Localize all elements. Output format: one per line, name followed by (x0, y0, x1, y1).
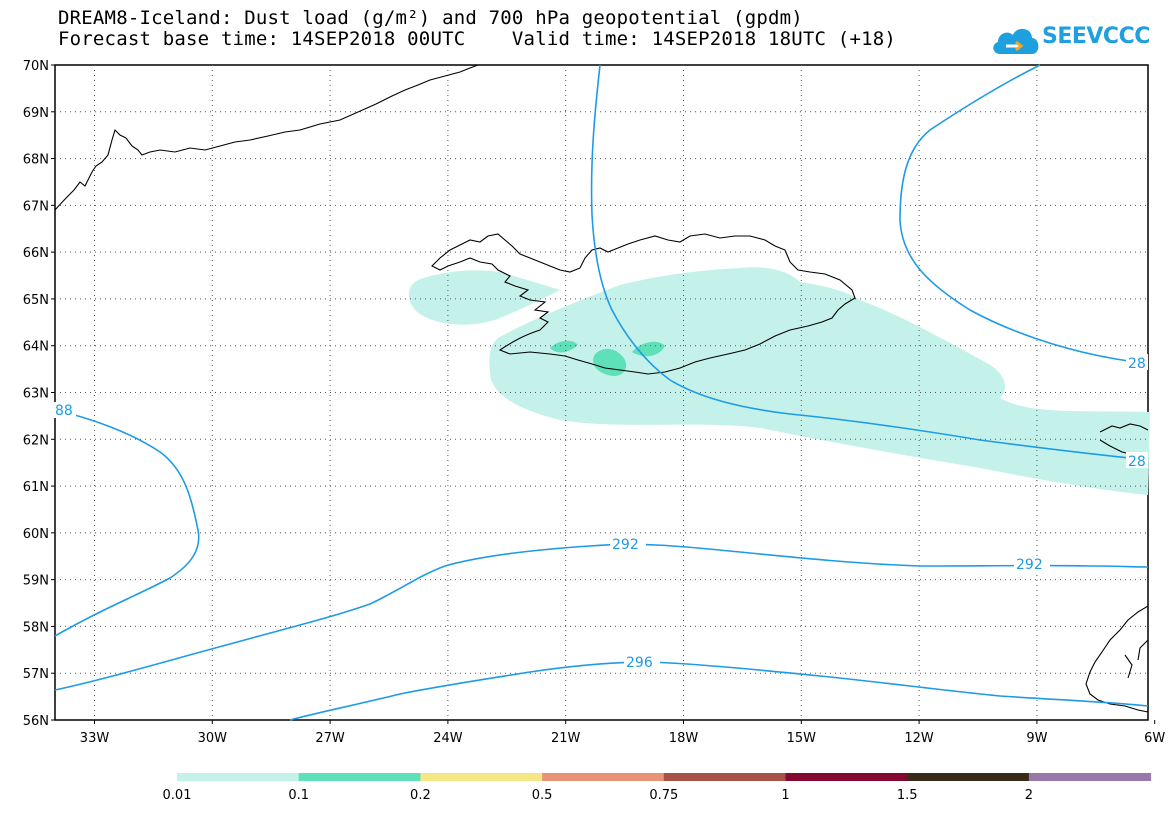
greenland-coast (54, 64, 479, 211)
lon-label-21W: 21W (551, 731, 581, 746)
dust-load-shading (408, 267, 1150, 495)
lat-label-62N: 62N (23, 433, 49, 448)
colorbar-swatch (907, 773, 1030, 781)
colorbar-label: 0.5 (532, 788, 553, 803)
colorbar: 0.01 0.1 0.2 0.5 0.75 1 1.5 2 (163, 773, 1152, 803)
lat-label-65N: 65N (23, 293, 49, 308)
colorbar-label: 1.5 (897, 788, 918, 803)
colorbar-label: 0.2 (410, 788, 431, 803)
lon-label-24W: 24W (433, 731, 463, 746)
contour-288-west (54, 409, 200, 637)
dust-patch-1 (550, 340, 578, 353)
lat-label-66N: 66N (23, 246, 49, 261)
lon-label-12W: 12W (904, 731, 934, 746)
contour-288-meridional (590, 64, 1149, 461)
forecast-times: Forecast base time: 14SEP2018 00UTC Vali… (58, 28, 897, 50)
lon-label-15W: 15W (787, 731, 817, 746)
colorbar-swatch (785, 773, 908, 781)
map-title: DREAM8-Iceland: Dust load (g/m²) and 700… (58, 7, 803, 29)
contour-labels: 88 28 28 292 292 296 (54, 354, 1148, 671)
cloud-icon (993, 28, 1039, 54)
colorbar-swatch (663, 773, 786, 781)
lat-label-58N: 58N (23, 620, 49, 635)
colorbar-swatch (420, 773, 543, 781)
contour-label-288-east: 28 (1128, 454, 1146, 470)
lat-label-60N: 60N (23, 527, 49, 542)
dust-area-main (489, 267, 1150, 495)
lat-label-61N: 61N (23, 480, 49, 495)
colorbar-label: 2 (1025, 788, 1033, 803)
lon-label-18W: 18W (669, 731, 699, 746)
lat-label-57N: 57N (23, 667, 49, 682)
colorbar-swatch (177, 773, 300, 781)
contour-296 (289, 661, 1149, 721)
lon-label-6W: 6W (1144, 731, 1165, 746)
geopotential-contours (54, 64, 1149, 721)
latitude-labels: 70N 69N 68N 67N 66N 65N 64N 63N 62N 61N 60N 59N 58N 5… (23, 59, 55, 729)
colorbar-label: 0.01 (163, 788, 192, 803)
colorbar-label: 0.75 (649, 788, 678, 803)
contour-label-292-east: 292 (1016, 557, 1043, 573)
colorbar-label: 0.1 (288, 788, 309, 803)
lat-label-69N: 69N (23, 106, 49, 121)
dust-area-west-iceland (408, 270, 560, 325)
lon-label-27W: 27W (315, 731, 345, 746)
contour-label-288-northeast: 28 (1128, 356, 1146, 372)
logo-text: SEEVCCC (1042, 24, 1150, 49)
lon-label-9W: 9W (1026, 731, 1047, 746)
longitude-labels: 33W 30W 27W 24W 21W 18W 15W 12W 9W 6W (80, 720, 1165, 746)
lat-label-68N: 68N (23, 153, 49, 168)
scotland-coast (1085, 605, 1149, 713)
lon-label-33W: 33W (80, 731, 110, 746)
contour-292 (54, 543, 1149, 691)
lat-label-64N: 64N (23, 340, 49, 355)
colorbar-label: 1 (781, 788, 789, 803)
colorbar-swatch (1028, 773, 1152, 781)
lat-label-56N: 56N (23, 714, 49, 729)
colorbar-swatch (298, 773, 421, 781)
contour-label-292-center: 292 (612, 537, 639, 553)
graticule (55, 65, 1148, 720)
lat-label-63N: 63N (23, 387, 49, 402)
lat-label-59N: 59N (23, 574, 49, 589)
seevccc-logo: SEEVCCC (990, 20, 1150, 60)
contour-288-northeast (899, 64, 1149, 365)
lat-label-67N: 67N (23, 199, 49, 214)
colorbar-swatch (542, 773, 665, 781)
contour-label-288-west: 88 (55, 403, 73, 419)
contour-label-296: 296 (626, 655, 653, 671)
lon-label-30W: 30W (198, 731, 228, 746)
lat-label-70N: 70N (23, 59, 49, 74)
